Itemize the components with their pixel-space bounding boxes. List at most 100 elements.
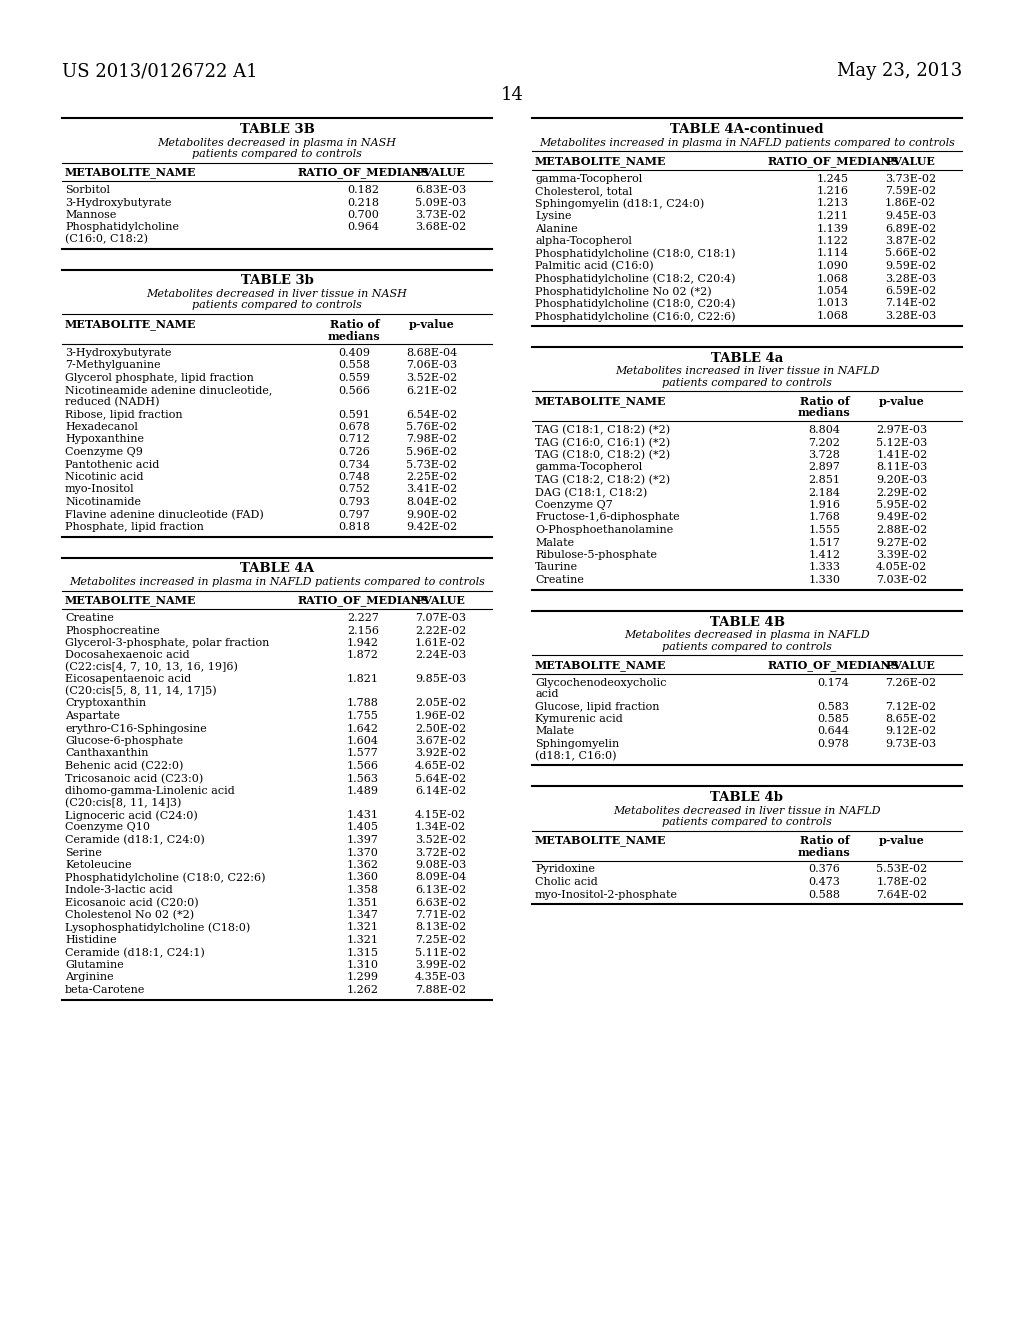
Text: Glycochenodeoxycholic: Glycochenodeoxycholic bbox=[535, 677, 667, 688]
Text: 1.412: 1.412 bbox=[808, 550, 841, 560]
Text: 1.114: 1.114 bbox=[817, 248, 849, 259]
Text: Eicosapentaenoic acid: Eicosapentaenoic acid bbox=[65, 675, 191, 685]
Text: O-Phosphoethanolamine: O-Phosphoethanolamine bbox=[535, 525, 673, 535]
Text: 7.26E-02: 7.26E-02 bbox=[885, 677, 936, 688]
Text: 1.310: 1.310 bbox=[347, 960, 379, 970]
Text: Lysine: Lysine bbox=[535, 211, 571, 220]
Text: 6.83E-03: 6.83E-03 bbox=[415, 185, 466, 195]
Text: Flavine adenine dinucleotide (FAD): Flavine adenine dinucleotide (FAD) bbox=[65, 510, 264, 520]
Text: 9.73E-03: 9.73E-03 bbox=[885, 739, 936, 748]
Text: PVALUE: PVALUE bbox=[886, 156, 935, 168]
Text: 1.96E-02: 1.96E-02 bbox=[415, 711, 466, 721]
Text: 0.726: 0.726 bbox=[339, 447, 371, 457]
Text: 1.872: 1.872 bbox=[347, 651, 379, 660]
Text: 4.05E-02: 4.05E-02 bbox=[877, 562, 928, 573]
Text: 3.73E-02: 3.73E-02 bbox=[415, 210, 466, 220]
Text: 1.555: 1.555 bbox=[808, 525, 841, 535]
Text: Glycerol phosphate, lipid fraction: Glycerol phosphate, lipid fraction bbox=[65, 374, 254, 383]
Text: PVALUE: PVALUE bbox=[416, 595, 465, 606]
Text: TABLE 4a: TABLE 4a bbox=[711, 351, 783, 364]
Text: 1.216: 1.216 bbox=[817, 186, 849, 195]
Text: TABLE 3b: TABLE 3b bbox=[241, 275, 313, 288]
Text: 7.202: 7.202 bbox=[809, 437, 841, 447]
Text: 9.45E-03: 9.45E-03 bbox=[885, 211, 936, 220]
Text: 1.431: 1.431 bbox=[347, 810, 379, 820]
Text: 0.591: 0.591 bbox=[338, 409, 371, 420]
Text: TABLE 4b: TABLE 4b bbox=[711, 791, 783, 804]
Text: Hypoxanthine: Hypoxanthine bbox=[65, 434, 144, 445]
Text: 0.734: 0.734 bbox=[339, 459, 371, 470]
Text: 6.59E-02: 6.59E-02 bbox=[885, 286, 936, 296]
Text: 0.700: 0.700 bbox=[347, 210, 379, 220]
Text: Phosphatidylcholine (C18:0, C18:1): Phosphatidylcholine (C18:0, C18:1) bbox=[535, 248, 735, 259]
Text: 6.54E-02: 6.54E-02 bbox=[407, 409, 458, 420]
Text: 3-Hydroxybutyrate: 3-Hydroxybutyrate bbox=[65, 348, 171, 358]
Text: 9.49E-02: 9.49E-02 bbox=[877, 512, 928, 523]
Text: patients compared to controls: patients compared to controls bbox=[193, 301, 361, 310]
Text: reduced (NADH): reduced (NADH) bbox=[65, 397, 160, 408]
Text: 0.559: 0.559 bbox=[338, 374, 371, 383]
Text: Sphingomyelin (d18:1, C24:0): Sphingomyelin (d18:1, C24:0) bbox=[535, 198, 705, 209]
Text: 3.68E-02: 3.68E-02 bbox=[415, 223, 466, 232]
Text: 1.330: 1.330 bbox=[808, 576, 841, 585]
Text: Ceramide (d18:1, C24:0): Ceramide (d18:1, C24:0) bbox=[65, 836, 205, 845]
Text: 7.71E-02: 7.71E-02 bbox=[415, 909, 466, 920]
Text: patients compared to controls: patients compared to controls bbox=[193, 149, 361, 158]
Text: 8.04E-02: 8.04E-02 bbox=[407, 498, 458, 507]
Text: p-value: p-value bbox=[879, 836, 925, 846]
Text: 1.262: 1.262 bbox=[347, 985, 379, 995]
Text: Histidine: Histidine bbox=[65, 935, 117, 945]
Text: 0.752: 0.752 bbox=[339, 484, 371, 495]
Text: METABOLITE_NAME: METABOLITE_NAME bbox=[535, 836, 667, 846]
Text: dihomo-gamma-Linolenic acid: dihomo-gamma-Linolenic acid bbox=[65, 785, 234, 796]
Text: 1.397: 1.397 bbox=[347, 836, 379, 845]
Text: 1.299: 1.299 bbox=[347, 973, 379, 982]
Text: gamma-Tocopherol: gamma-Tocopherol bbox=[535, 462, 642, 473]
Text: (C16:0, C18:2): (C16:0, C18:2) bbox=[65, 234, 148, 244]
Text: Fructose-1,6-diphosphate: Fructose-1,6-diphosphate bbox=[535, 512, 680, 523]
Text: 0.218: 0.218 bbox=[347, 198, 379, 207]
Text: 1.054: 1.054 bbox=[817, 286, 849, 296]
Text: 1.642: 1.642 bbox=[347, 723, 379, 734]
Text: 5.96E-02: 5.96E-02 bbox=[407, 447, 458, 457]
Text: 7-Methylguanine: 7-Methylguanine bbox=[65, 360, 161, 371]
Text: 1.139: 1.139 bbox=[817, 223, 849, 234]
Text: 1.013: 1.013 bbox=[817, 298, 849, 309]
Text: 7.14E-02: 7.14E-02 bbox=[885, 298, 936, 309]
Text: Sorbitol: Sorbitol bbox=[65, 185, 110, 195]
Text: myo-Inositol: myo-Inositol bbox=[65, 484, 134, 495]
Text: 3.99E-02: 3.99E-02 bbox=[415, 960, 466, 970]
Text: 4.65E-02: 4.65E-02 bbox=[415, 762, 466, 771]
Text: Metabolites decreased in liver tissue in NASH: Metabolites decreased in liver tissue in… bbox=[146, 289, 408, 300]
Text: 0.585: 0.585 bbox=[817, 714, 849, 723]
Text: TABLE 4A: TABLE 4A bbox=[240, 562, 314, 576]
Text: Phosphate, lipid fraction: Phosphate, lipid fraction bbox=[65, 521, 204, 532]
Text: TABLE 4A-continued: TABLE 4A-continued bbox=[671, 123, 823, 136]
Text: 8.65E-02: 8.65E-02 bbox=[885, 714, 936, 723]
Text: Metabolites decreased in plasma in NASH: Metabolites decreased in plasma in NASH bbox=[158, 137, 396, 148]
Text: 6.89E-02: 6.89E-02 bbox=[885, 223, 936, 234]
Text: Glucose-6-phosphate: Glucose-6-phosphate bbox=[65, 737, 183, 746]
Text: Malate: Malate bbox=[535, 726, 574, 737]
Text: 0.748: 0.748 bbox=[339, 473, 371, 482]
Text: 0.797: 0.797 bbox=[339, 510, 371, 520]
Text: p-value: p-value bbox=[879, 396, 925, 407]
Text: Docosahexaenoic acid: Docosahexaenoic acid bbox=[65, 651, 189, 660]
Text: Nicotineamide adenine dinucleotide,: Nicotineamide adenine dinucleotide, bbox=[65, 385, 272, 396]
Text: 1.333: 1.333 bbox=[808, 562, 841, 573]
Text: 0.583: 0.583 bbox=[817, 701, 849, 711]
Text: Metabolites increased in liver tissue in NAFLD: Metabolites increased in liver tissue in… bbox=[614, 366, 880, 376]
Text: 5.64E-02: 5.64E-02 bbox=[415, 774, 466, 784]
Text: 9.42E-02: 9.42E-02 bbox=[407, 521, 458, 532]
Text: Pyridoxine: Pyridoxine bbox=[535, 865, 595, 874]
Text: RATIO_OF_MEDIANS: RATIO_OF_MEDIANS bbox=[767, 660, 899, 671]
Text: 5.73E-02: 5.73E-02 bbox=[407, 459, 458, 470]
Text: 4.35E-03: 4.35E-03 bbox=[415, 973, 466, 982]
Text: 1.604: 1.604 bbox=[347, 737, 379, 746]
Text: Taurine: Taurine bbox=[535, 562, 579, 573]
Text: 2.05E-02: 2.05E-02 bbox=[415, 698, 466, 709]
Text: beta-Carotene: beta-Carotene bbox=[65, 985, 145, 995]
Text: 3.67E-02: 3.67E-02 bbox=[415, 737, 466, 746]
Text: 0.409: 0.409 bbox=[338, 348, 371, 358]
Text: 3.39E-02: 3.39E-02 bbox=[877, 550, 928, 560]
